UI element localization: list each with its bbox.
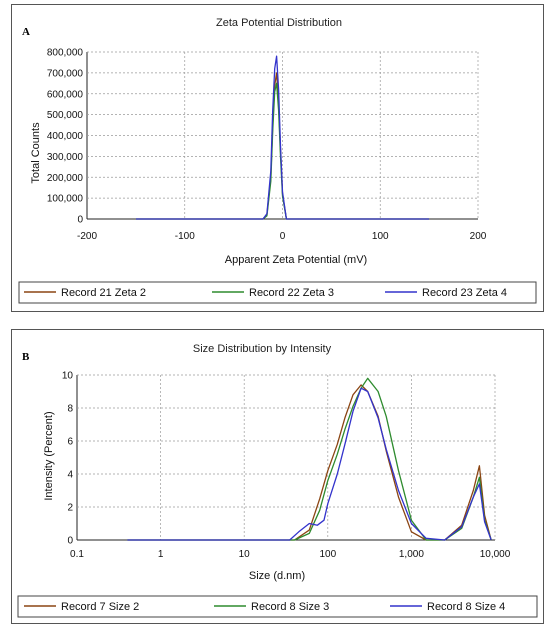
x-tick-label: 10: [239, 549, 251, 560]
y-tick-label: 10: [62, 371, 74, 382]
legend-box: [17, 595, 538, 618]
legend-label: Record 7 Size 2: [61, 601, 139, 613]
zeta-chart-svg: A Zeta Potential Distribution Total Coun…: [18, 17, 537, 304]
size-chart-svg: B Size Distribution by Intensity Intensi…: [17, 343, 538, 618]
chart-title: Size Distribution by Intensity: [193, 343, 332, 355]
y-tick-label: 700,000: [47, 68, 84, 79]
x-tick-label: 100: [372, 231, 389, 242]
y-tick-label: 0: [67, 536, 73, 547]
plot-area: 0 2 4 6 8 10 0.1 1 10 100 1,000 10,000: [62, 371, 511, 561]
y-tick-label: 6: [67, 437, 73, 448]
x-tick-label: 0: [280, 231, 286, 242]
x-tick-label: 10,000: [480, 549, 511, 560]
x-tick-label: 200: [470, 231, 487, 242]
legend-label: Record 21 Zeta 2: [61, 287, 146, 299]
x-tick-label: 1: [158, 549, 164, 560]
panel-letter: B: [22, 351, 30, 363]
size-distribution-panel: B Size Distribution by Intensity Intensi…: [11, 329, 544, 624]
y-tick-label: 4: [67, 470, 73, 481]
x-tick-label: 100: [319, 549, 336, 560]
y-tick-label: 200,000: [47, 173, 84, 184]
y-tick-label: 0: [77, 215, 83, 226]
series-line-2: [127, 377, 492, 541]
legend-label: Record 8 Size 3: [251, 601, 329, 613]
chart-title: Zeta Potential Distribution: [216, 17, 342, 29]
x-tick-label: 0.1: [70, 549, 84, 560]
legend-box: [18, 281, 537, 304]
y-tick-label: 800,000: [47, 48, 84, 59]
y-tick-label: 2: [67, 503, 73, 514]
y-tick-label: 500,000: [47, 110, 84, 121]
y-tick-label: 400,000: [47, 131, 84, 142]
legend-label: Record 22 Zeta 3: [249, 287, 334, 299]
y-tick-label: 100,000: [47, 194, 84, 205]
legend-label: Record 8 Size 4: [427, 601, 505, 613]
series-line-2: [135, 82, 430, 220]
x-tick-label: -100: [175, 231, 195, 242]
x-axis-label: Apparent Zeta Potential (mV): [225, 254, 367, 266]
plot-area: 0 100,000 200,000 300,000 400,000 500,000 600,…: [47, 48, 487, 243]
x-tick-label: -200: [77, 231, 97, 242]
zeta-potential-panel: A Zeta Potential Distribution Total Coun…: [11, 4, 544, 312]
series-line-3: [127, 387, 492, 541]
x-tick-label: 1,000: [399, 549, 424, 560]
legend-label: Record 23 Zeta 4: [422, 287, 507, 299]
x-axis-label: Size (d.nm): [249, 570, 305, 582]
legend: Record 21 Zeta 2 Record 22 Zeta 3 Record 2…: [24, 287, 507, 299]
y-axis-label: Total Counts: [30, 122, 42, 184]
y-tick-label: 8: [67, 404, 73, 415]
panel-letter: A: [22, 26, 30, 38]
y-tick-label: 300,000: [47, 152, 84, 163]
y-axis-label: Intensity (Percent): [43, 411, 55, 500]
series-line-3: [135, 55, 430, 220]
legend: Record 7 Size 2 Record 8 Size 3 Record 8 S…: [24, 601, 505, 613]
y-tick-label: 600,000: [47, 89, 84, 100]
